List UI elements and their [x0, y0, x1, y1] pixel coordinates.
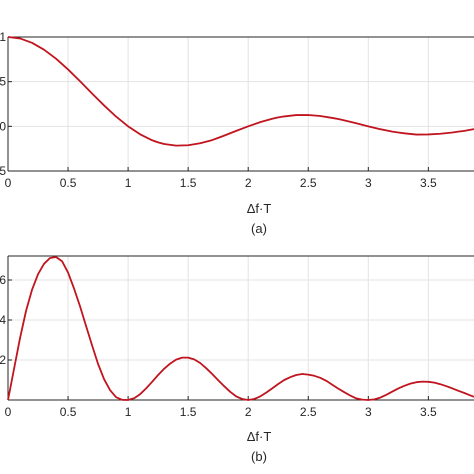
x-tick-label: 3 [365, 405, 372, 419]
x-tick-label: 0.5 [60, 405, 77, 419]
x-tick-label: 0 [5, 405, 12, 419]
x-tick-label: 1 [125, 176, 132, 190]
plot-area-b [8, 256, 474, 400]
y-tick-label: 2 [0, 353, 6, 367]
x-tick-label: 2 [245, 405, 252, 419]
x-tick-label: 2.5 [300, 176, 317, 190]
plot-area-a [8, 37, 474, 171]
x-axis-label-a: Δf·T [247, 201, 272, 216]
y-tick-label: 5 [0, 164, 6, 178]
y-tick-label: 0 [0, 119, 6, 133]
y-tick-label: 6 [0, 273, 6, 287]
x-tick-label: 2 [245, 176, 252, 190]
plot-b: 0 0.5 1 1.5 2 2.5 3 3.5 2 4 6 Δf·T (b) [0, 255, 474, 464]
figure-caption-b: (b) [251, 449, 267, 464]
x-tick-label: 3.5 [420, 176, 437, 190]
x-tick-label: 2.5 [300, 405, 317, 419]
x-axis-label-b: Δf·T [247, 429, 272, 444]
x-tick-label: 3 [365, 176, 372, 190]
x-tick-label: 0 [5, 176, 12, 190]
y-tick-label: 1 [0, 30, 6, 44]
x-tick-label: 1.5 [180, 176, 197, 190]
x-tick-label: 1 [125, 405, 132, 419]
x-tick-label: 1.5 [180, 405, 197, 419]
x-tick-label: 0.5 [60, 176, 77, 190]
y-tick-label: 5 [0, 75, 6, 89]
x-tick-label: 3.5 [420, 405, 437, 419]
y-tick-label: 4 [0, 313, 6, 327]
figure-caption-a: (a) [251, 221, 267, 236]
